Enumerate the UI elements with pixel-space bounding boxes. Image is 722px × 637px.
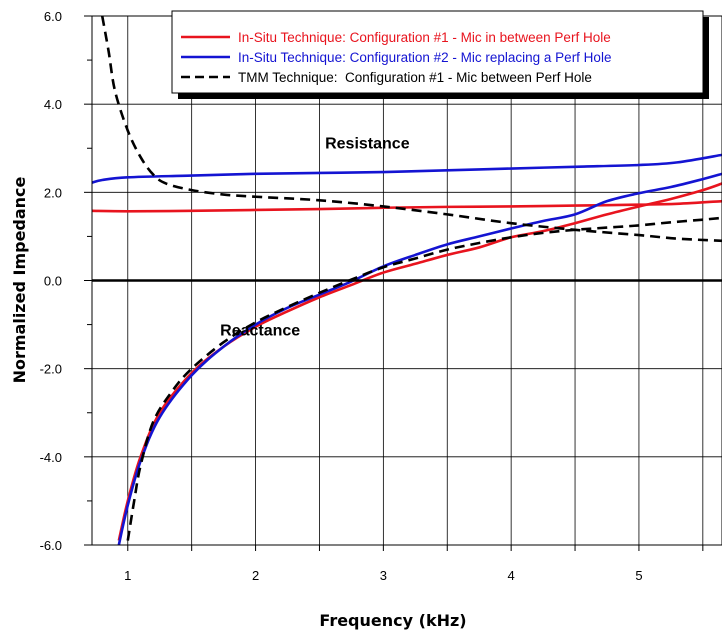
x-tick-label: 1 xyxy=(124,568,131,583)
series-1-reactance-line xyxy=(117,182,722,541)
x-tick-label: 2 xyxy=(252,568,259,583)
annotation-resistance: Resistance xyxy=(325,135,410,152)
legend-box xyxy=(171,10,704,94)
x-axis: 1 2 3 4 5 xyxy=(124,545,704,583)
series-2-reactance-line xyxy=(117,172,722,546)
y-tick-label: -6.0 xyxy=(40,538,62,553)
y-tick-label: 6.0 xyxy=(44,9,62,24)
x-tick-label: 3 xyxy=(380,568,387,583)
y-tick-label: 4.0 xyxy=(44,97,62,112)
legend-label-series-2: In-Situ Technique: Configuration #2 - Mi… xyxy=(238,50,611,65)
y-tick-label: 2.0 xyxy=(44,185,62,200)
series-3-resistance-line xyxy=(100,15,722,243)
y-tick-label: -2.0 xyxy=(40,362,62,377)
y-tick-label: 0.0 xyxy=(44,274,62,289)
annotation-reactance: Reactance xyxy=(220,323,300,340)
y-tick-label: -4.0 xyxy=(40,450,62,465)
series-group xyxy=(92,15,722,546)
x-tick-label: 5 xyxy=(635,568,642,583)
legend-label-series-3: TMM Technique: Configuration #1 - Mic be… xyxy=(238,70,592,85)
series-2-resistance-line xyxy=(92,153,722,184)
x-axis-title: Frequency (kHz) xyxy=(319,611,466,630)
y-axis-title: Normalized Impedance xyxy=(10,176,29,383)
y-axis: -6.0 -4.0 -2.0 0.0 2.0 4.0 6.0 xyxy=(40,9,92,553)
legend-label-series-1: In-Situ Technique: Configuration #1 - Mi… xyxy=(238,30,611,45)
x-tick-label: 4 xyxy=(508,568,515,583)
legend: In-Situ Technique: Configuration #1 - Mi… xyxy=(171,10,709,99)
series-3-reactance-line xyxy=(126,216,722,541)
